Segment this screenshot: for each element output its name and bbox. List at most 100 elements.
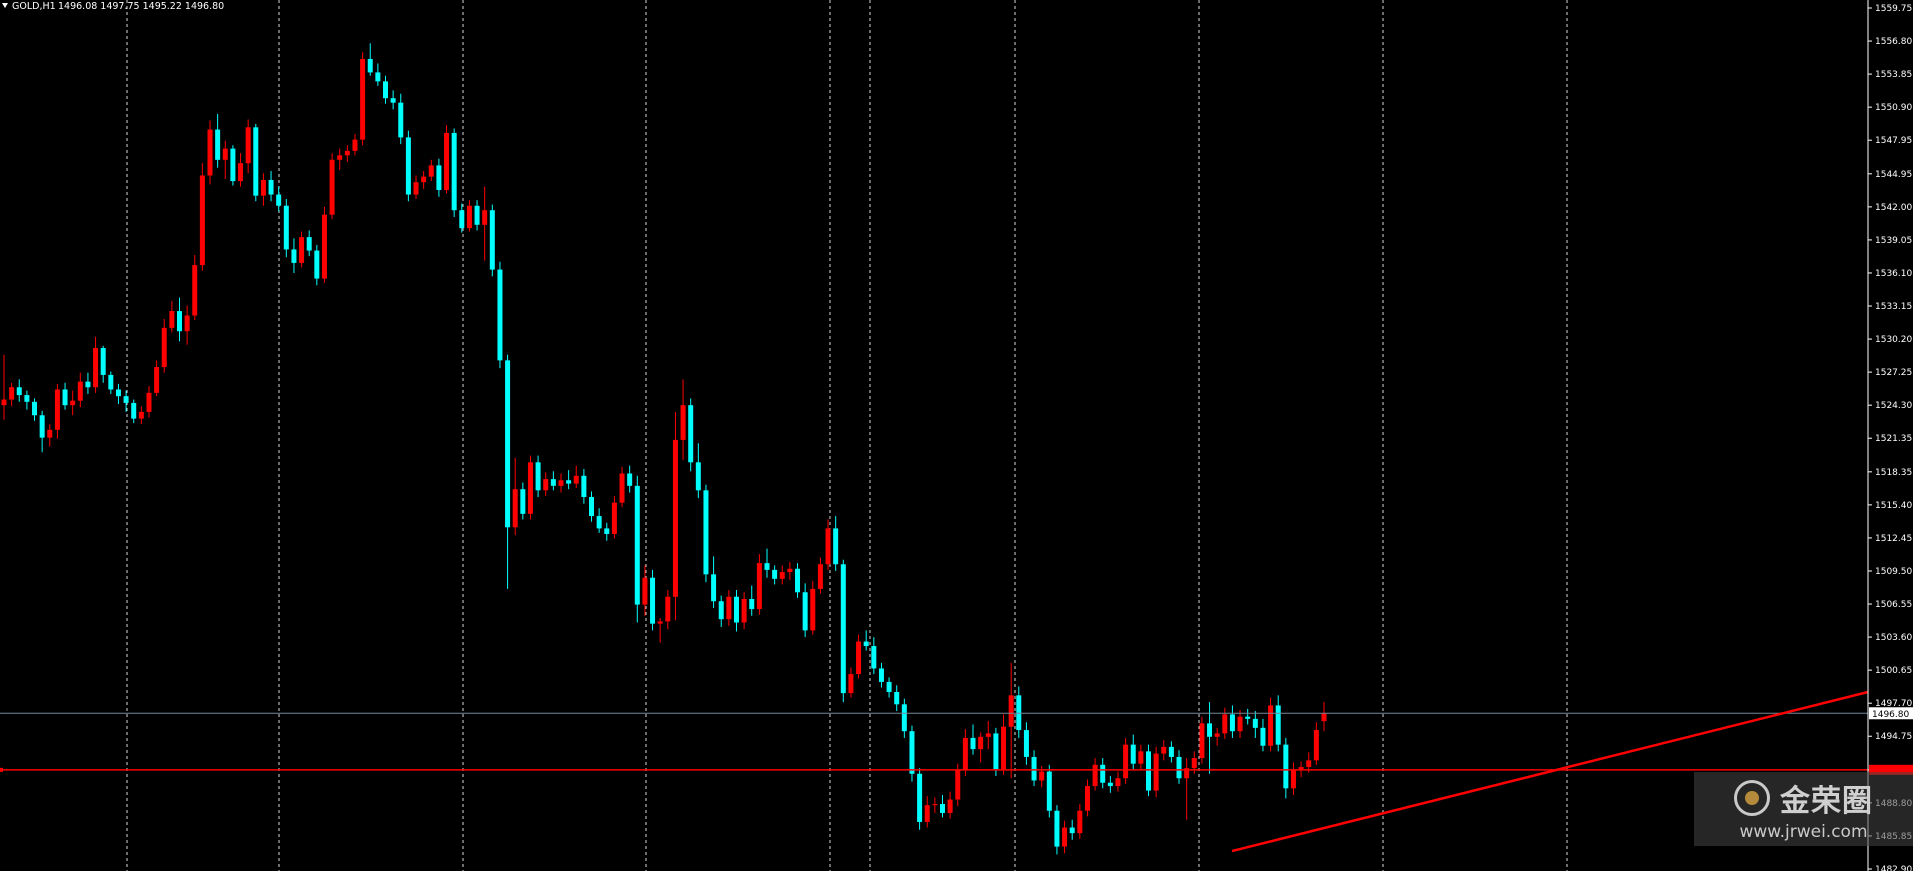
candle-body — [276, 194, 282, 206]
tick-label: 1530.20 — [1875, 335, 1912, 345]
candle-body — [642, 577, 648, 605]
candle — [1245, 708, 1251, 725]
candle — [863, 630, 869, 651]
candle-body — [802, 592, 808, 631]
tick-label: 1533.15 — [1875, 302, 1912, 312]
candle — [886, 677, 892, 698]
candle — [314, 244, 320, 286]
candle — [1008, 662, 1014, 779]
candle-body — [1237, 716, 1243, 732]
candle — [115, 383, 121, 405]
candle-body — [1306, 760, 1312, 768]
candle-body — [428, 165, 434, 177]
current-price-label: 1496.80 — [1872, 710, 1909, 720]
session-separators — [126, 0, 1568, 871]
candle-body — [466, 205, 472, 229]
candle-body — [619, 473, 625, 503]
candle — [47, 424, 53, 447]
candle-body — [1016, 695, 1022, 731]
candle-body — [222, 148, 228, 160]
candle — [459, 203, 465, 233]
candle — [1100, 758, 1106, 789]
candle-body — [123, 396, 129, 403]
candle — [817, 557, 823, 594]
candle — [39, 410, 45, 453]
candle-body — [321, 214, 327, 279]
candle-body — [413, 182, 419, 195]
candle — [1077, 804, 1083, 839]
candle — [1054, 805, 1060, 855]
candle-body — [260, 179, 266, 196]
candle — [1123, 737, 1129, 784]
candle — [260, 173, 266, 206]
candle — [383, 75, 388, 104]
candle — [802, 583, 808, 638]
candle-body — [520, 489, 526, 514]
candle — [184, 305, 190, 345]
candle-body — [978, 736, 984, 750]
candle — [1062, 820, 1068, 854]
candle-body — [1245, 716, 1251, 719]
candle-body — [550, 479, 556, 486]
candle-body — [344, 150, 350, 156]
candle — [428, 159, 434, 182]
candle — [1321, 702, 1327, 732]
candle — [32, 398, 38, 421]
candle — [70, 390, 76, 416]
candle-body — [1153, 753, 1159, 791]
candle — [970, 724, 976, 755]
candle — [299, 231, 305, 268]
candle — [1138, 744, 1144, 770]
candle-body — [909, 731, 915, 774]
candle-body — [314, 250, 320, 279]
candle — [93, 336, 99, 393]
candle — [131, 399, 137, 424]
candle-body — [795, 568, 801, 593]
candle-body — [1222, 714, 1228, 734]
candle — [489, 204, 495, 277]
candle-body — [131, 402, 137, 419]
candle-body — [47, 429, 53, 438]
candle — [283, 199, 289, 258]
candle — [1199, 716, 1205, 764]
candle-body — [566, 480, 572, 484]
candle — [665, 590, 671, 630]
candle-body — [1123, 744, 1129, 779]
candle — [764, 548, 770, 578]
tick-label: 1482.90 — [1875, 865, 1912, 871]
candle — [9, 382, 15, 407]
watermark-name: 金荣圈 — [1780, 784, 1873, 819]
candle-body — [32, 401, 38, 416]
candle — [512, 457, 518, 536]
candle — [1001, 714, 1007, 775]
candle — [24, 390, 30, 410]
candle — [436, 158, 442, 197]
coin-logo-icon — [1734, 780, 1770, 816]
candle-body — [611, 502, 617, 535]
candle-body — [558, 480, 564, 486]
candle-body — [901, 704, 907, 732]
candle-body — [207, 129, 213, 176]
candle — [878, 662, 884, 688]
candle-body — [680, 405, 686, 440]
tick-label: 1512.45 — [1875, 534, 1912, 544]
candle — [100, 345, 106, 383]
candle — [466, 200, 472, 232]
candle-body — [947, 799, 953, 813]
candle — [932, 797, 938, 813]
candle-body — [474, 205, 480, 225]
candle-body — [1115, 778, 1121, 787]
candle — [650, 569, 656, 631]
tick-label: 1506.55 — [1875, 600, 1912, 610]
candle-body — [1214, 733, 1220, 737]
candle-body — [718, 601, 724, 620]
candle-body — [85, 381, 91, 388]
candle-body — [39, 415, 45, 438]
dropdown-triangle-icon[interactable] — [2, 3, 8, 8]
tick-label: 1556.80 — [1875, 37, 1912, 47]
candle-body — [581, 475, 587, 498]
candle-body — [1, 399, 7, 406]
candle-body — [444, 132, 450, 191]
